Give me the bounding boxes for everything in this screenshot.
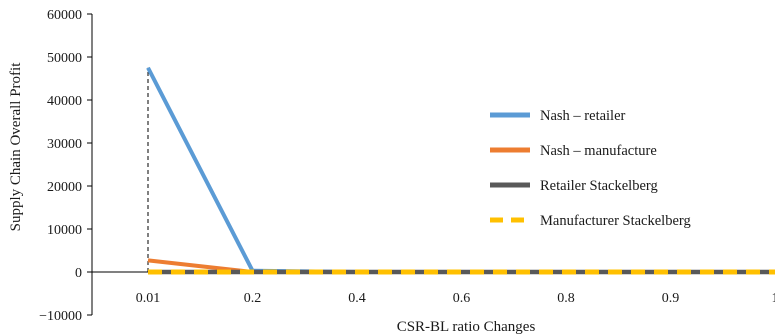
legend-label: Manufacturer Stackelberg [540,213,691,229]
y-tick-label: 30000 [47,137,82,152]
legend-label: Nash – retailer [540,108,626,124]
x-tick-label: 0.2 [244,291,262,306]
legend: Nash – retailer Nash – manufacture Retaile… [490,108,691,229]
x-tick-label: 1 [772,291,775,306]
x-axis-title: CSR-BL ratio Changes [397,319,536,334]
series-line [146,66,775,274]
legend-label: Retailer Stackelberg [540,178,658,194]
x-tick-label: 0.6 [453,291,471,306]
series-lines [146,66,775,275]
x-tick-label: 0.4 [348,291,366,306]
y-tick-label: 50000 [47,51,82,66]
x-tick-label: 0.8 [557,291,575,306]
tick-labels: −10000 0 10000 20000 30000 40000 50000 60000 0.0… [39,8,775,324]
y-tick-label: 40000 [47,94,82,109]
y-tick-label: −10000 [39,309,82,324]
y-tick-label: 0 [75,266,82,281]
x-tick-label: 0.01 [136,291,161,306]
y-tick-label: 20000 [47,180,82,195]
y-axis-title: Supply Chain Overall Profit [8,62,24,232]
y-tick-label: 60000 [47,8,82,23]
y-tick-label: 10000 [47,223,82,238]
x-tick-label: 0.9 [662,291,680,306]
legend-label: Nash – manufacture [540,143,657,159]
